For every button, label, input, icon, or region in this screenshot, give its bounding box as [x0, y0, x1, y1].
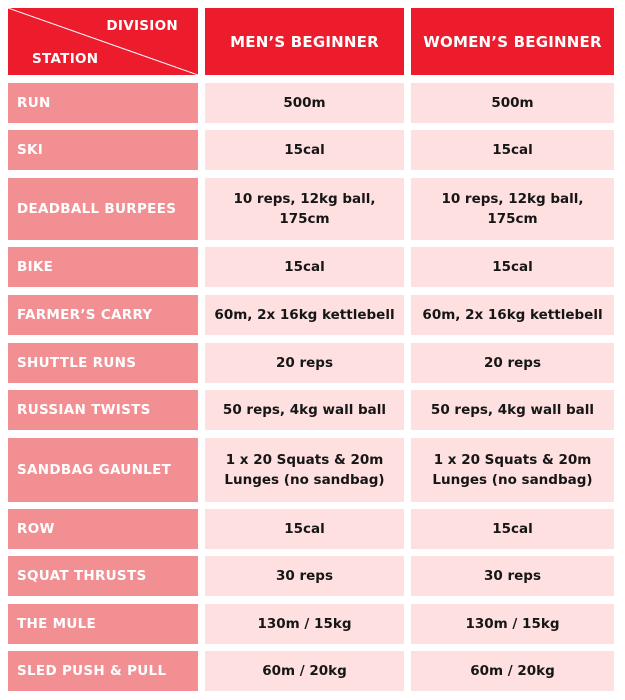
station-cell: RUN	[8, 83, 198, 123]
womens-value-cell: 500m	[411, 83, 614, 123]
mens-value-cell: 1 x 20 Squats & 20m Lunges (no sandbag)	[205, 438, 404, 502]
station-cell: SANDBAG GAUNLET	[8, 438, 198, 502]
womens-value-cell: 30 reps	[411, 556, 614, 596]
header-corner-cell: DIVISION STATION	[8, 8, 198, 75]
station-cell: DEADBALL BURPEES	[8, 178, 198, 240]
station-cell: RUSSIAN TWISTS	[8, 390, 198, 430]
womens-value-cell: 60m / 20kg	[411, 651, 614, 691]
diagonal-divider	[8, 8, 198, 75]
mens-value-cell: 60m / 20kg	[205, 651, 404, 691]
womens-value-cell: 50 reps, 4kg wall ball	[411, 390, 614, 430]
mens-value-cell: 15cal	[205, 509, 404, 549]
womens-value-cell: 10 reps, 12kg ball, 175cm	[411, 178, 614, 240]
womens-value-cell: 60m, 2x 16kg kettlebell	[411, 295, 614, 335]
station-cell: FARMER’S CARRY	[8, 295, 198, 335]
mens-value-cell: 20 reps	[205, 343, 404, 383]
womens-value-cell: 15cal	[411, 509, 614, 549]
mens-value-cell: 500m	[205, 83, 404, 123]
mens-value-cell: 60m, 2x 16kg kettlebell	[205, 295, 404, 335]
station-cell: SQUAT THRUSTS	[8, 556, 198, 596]
station-cell: ROW	[8, 509, 198, 549]
station-cell: SKI	[8, 130, 198, 170]
mens-value-cell: 30 reps	[205, 556, 404, 596]
mens-value-cell: 10 reps, 12kg ball, 175cm	[205, 178, 404, 240]
womens-value-cell: 1 x 20 Squats & 20m Lunges (no sandbag)	[411, 438, 614, 502]
womens-value-cell: 130m / 15kg	[411, 604, 614, 644]
station-cell: SHUTTLE RUNS	[8, 343, 198, 383]
mens-value-cell: 130m / 15kg	[205, 604, 404, 644]
mens-value-cell: 15cal	[205, 130, 404, 170]
column-header-mens: MEN’S BEGINNER	[205, 8, 404, 75]
womens-value-cell: 15cal	[411, 130, 614, 170]
station-cell: BIKE	[8, 247, 198, 287]
womens-value-cell: 15cal	[411, 247, 614, 287]
womens-value-cell: 20 reps	[411, 343, 614, 383]
mens-value-cell: 15cal	[205, 247, 404, 287]
station-cell: THE MULE	[8, 604, 198, 644]
division-label: DIVISION	[106, 18, 178, 34]
column-header-womens: WOMEN’S BEGINNER	[411, 8, 614, 75]
station-cell: SLED PUSH & PULL	[8, 651, 198, 691]
station-label: STATION	[32, 51, 99, 67]
mens-value-cell: 50 reps, 4kg wall ball	[205, 390, 404, 430]
